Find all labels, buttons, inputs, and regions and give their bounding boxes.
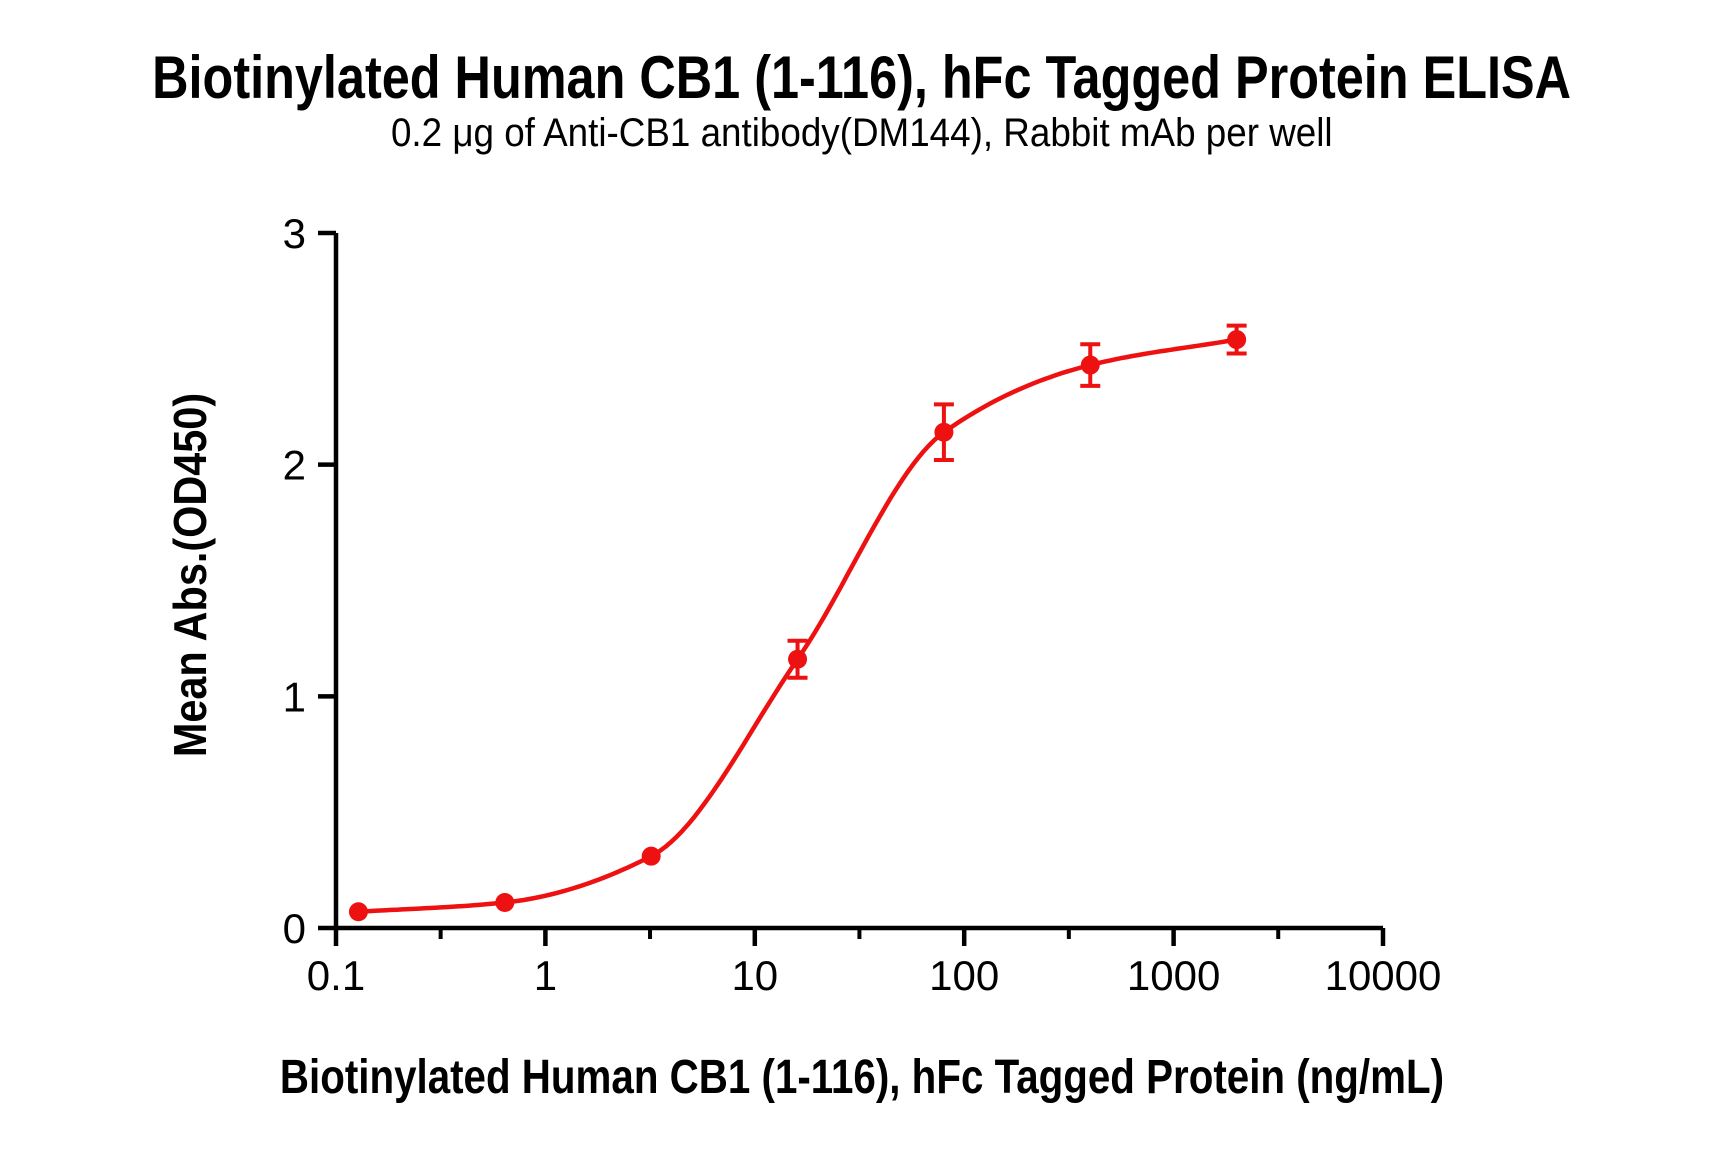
x-tick-label: 0.1 xyxy=(307,952,365,999)
x-tick-label: 100 xyxy=(929,952,999,999)
fit-curve xyxy=(358,337,1237,915)
y-axis-title: Mean Abs.(OD450) xyxy=(164,392,216,758)
data-point xyxy=(348,902,368,922)
data-point xyxy=(934,422,954,442)
y-tick-label: 1 xyxy=(283,673,306,720)
y-tick-label: 2 xyxy=(283,442,306,489)
x-axis-title: Biotinylated Human CB1 (1-116), hFc Tagg… xyxy=(0,1054,1724,1102)
data-point xyxy=(641,846,661,866)
chart-title-text: Biotinylated Human CB1 (1-116), hFc Tagg… xyxy=(152,44,1572,111)
data-point xyxy=(1227,330,1247,350)
y-tick-label: 0 xyxy=(283,905,306,952)
data-point xyxy=(788,649,808,669)
data-point xyxy=(1080,355,1100,375)
x-tick-label: 10 xyxy=(731,952,778,999)
x-axis-title-text: Biotinylated Human CB1 (1-116), hFc Tagg… xyxy=(279,1051,1445,1104)
x-tick-label: 1000 xyxy=(1127,952,1220,999)
x-tick-label: 10000 xyxy=(1325,952,1442,999)
y-tick-label: 3 xyxy=(283,210,306,257)
x-tick-label: 1 xyxy=(534,952,557,999)
chart-title: Biotinylated Human CB1 (1-116), hFc Tagg… xyxy=(0,48,1724,108)
chart-subtitle-text: 0.2 μg of Anti-CB1 antibody(DM144), Rabb… xyxy=(391,111,1333,155)
chart-subtitle: 0.2 μg of Anti-CB1 antibody(DM144), Rabb… xyxy=(0,113,1724,153)
data-point xyxy=(495,893,515,913)
